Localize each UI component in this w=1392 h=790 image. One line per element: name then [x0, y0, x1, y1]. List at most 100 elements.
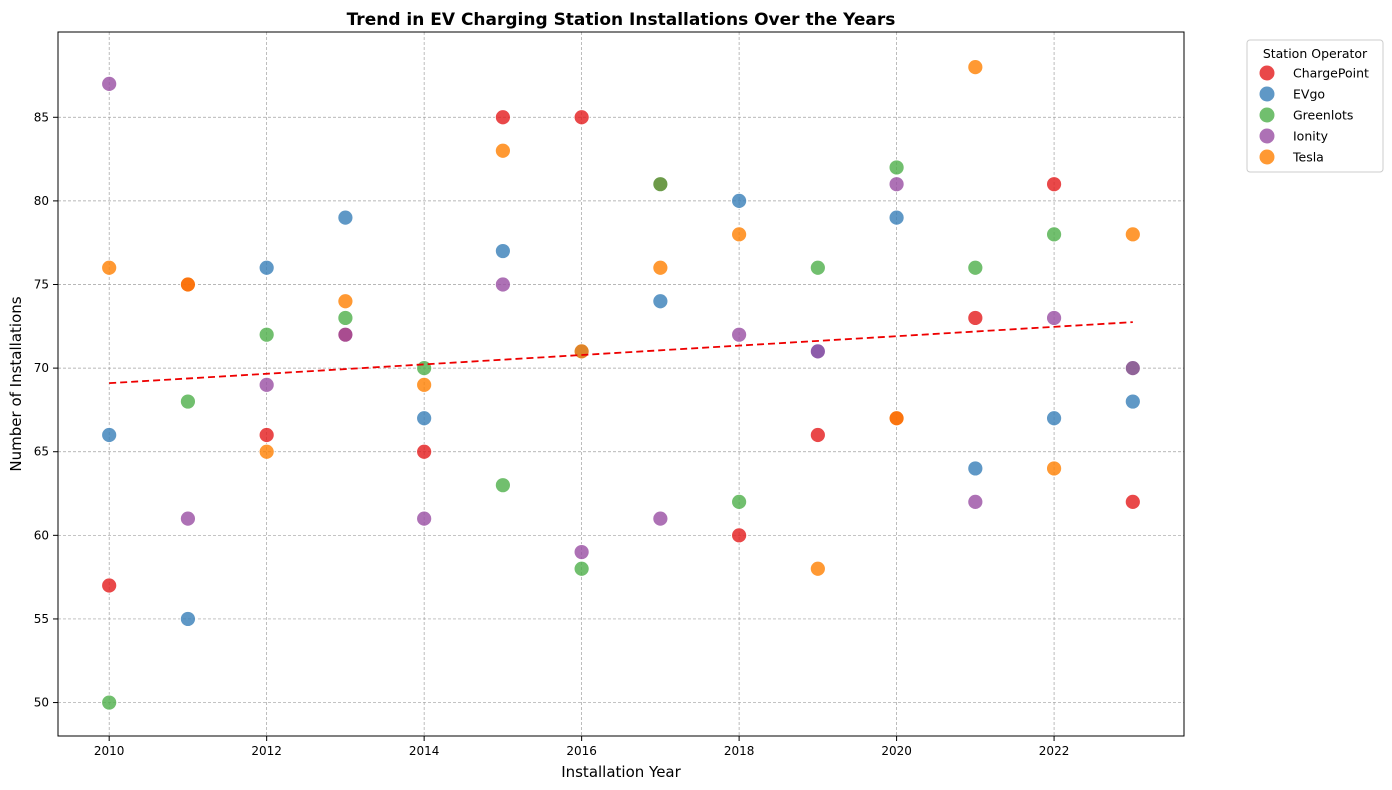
trend-line — [109, 321, 1133, 385]
point-chargepoint — [731, 527, 748, 544]
point-chargepoint — [101, 577, 118, 594]
point-tesla — [573, 343, 590, 360]
point-greenlots — [337, 310, 354, 326]
x-tick-label: 2014 — [409, 744, 440, 758]
legend-marker-greenlots — [1259, 107, 1275, 123]
y-axis-ticks: 50 55 60 65 70 75 80 85 — [34, 110, 58, 710]
point-chargepoint — [967, 310, 984, 326]
scatter-points — [101, 59, 1141, 711]
point-tesla — [416, 376, 433, 393]
plot-frame — [57, 31, 1185, 737]
legend: Station Operator ChargePoint EVgo Greenlot… — [1246, 39, 1384, 173]
point-greenlots — [652, 176, 669, 193]
point-greenlots — [573, 560, 590, 577]
point-tesla — [180, 276, 196, 293]
point-evgo — [1046, 410, 1062, 427]
point-ionity — [337, 326, 354, 343]
point-greenlots — [731, 493, 748, 510]
point-chargepoint — [416, 443, 433, 460]
point-tesla — [494, 142, 511, 159]
point-evgo — [416, 410, 433, 427]
x-axis-ticks: 2010 2012 2014 2016 2018 2020 2022 — [94, 736, 1069, 758]
point-ionity — [494, 276, 511, 293]
y-tick-label: 55 — [34, 612, 49, 626]
point-evgo — [967, 460, 984, 477]
point-tesla — [1124, 226, 1141, 243]
point-tesla — [888, 410, 905, 427]
legend-label-tesla: Tesla — [1292, 150, 1324, 165]
point-ionity — [809, 343, 826, 360]
point-ionity — [652, 510, 669, 527]
point-ionity — [101, 75, 118, 92]
y-tick-label: 75 — [34, 278, 49, 292]
point-ionity — [967, 493, 984, 510]
legend-box — [1246, 39, 1384, 173]
legend-label-ionity: Ionity — [1293, 129, 1329, 144]
legend-marker-chargepoint — [1259, 65, 1275, 81]
legend-label-chargepoint: ChargePoint — [1293, 66, 1369, 81]
point-evgo — [888, 209, 905, 226]
point-tesla — [652, 259, 669, 276]
point-chargepoint — [1124, 493, 1141, 510]
y-tick-label: 85 — [34, 110, 49, 124]
trend-line-group — [109, 321, 1133, 385]
point-greenlots — [258, 326, 275, 343]
point-ionity — [258, 376, 275, 393]
point-ionity — [731, 326, 748, 343]
y-axis-label: Number of Installations — [7, 296, 25, 471]
legend-marker-evgo — [1259, 86, 1275, 102]
point-greenlots — [888, 159, 905, 176]
legend-marker-ionity — [1259, 128, 1275, 144]
point-tesla — [101, 259, 118, 276]
point-ionity — [1124, 360, 1141, 377]
point-evgo — [180, 611, 196, 627]
point-ionity — [180, 510, 196, 527]
point-evgo — [101, 427, 118, 443]
point-evgo — [731, 192, 748, 209]
y-tick-label: 50 — [34, 696, 49, 710]
point-chargepoint — [1046, 176, 1062, 193]
point-chargepoint — [258, 427, 275, 443]
point-tesla — [258, 443, 275, 460]
point-chargepoint — [573, 109, 590, 126]
point-ionity — [573, 544, 590, 560]
y-tick-label: 80 — [34, 194, 49, 208]
legend-items: ChargePoint EVgo Greenlots Ionity Tesla — [1259, 65, 1369, 165]
point-tesla — [731, 226, 748, 243]
chart-title: Trend in EV Charging Station Installatio… — [347, 10, 896, 30]
x-tick-label: 2010 — [94, 744, 125, 758]
point-evgo — [652, 293, 669, 310]
point-greenlots — [967, 259, 984, 276]
point-ionity — [1046, 310, 1062, 326]
point-tesla — [337, 293, 354, 310]
point-evgo — [258, 259, 275, 276]
point-tesla — [1046, 460, 1062, 477]
point-chargepoint — [809, 427, 826, 443]
legend-label-evgo: EVgo — [1293, 87, 1325, 102]
x-tick-label: 2012 — [251, 744, 282, 758]
legend-marker-tesla — [1259, 149, 1275, 165]
point-greenlots — [494, 477, 511, 494]
point-evgo — [337, 209, 354, 226]
x-axis-label: Installation Year — [561, 763, 681, 781]
y-tick-label: 60 — [34, 528, 49, 542]
point-ionity — [416, 510, 433, 527]
x-tick-label: 2018 — [724, 744, 755, 758]
point-evgo — [1124, 393, 1141, 410]
point-greenlots — [1046, 226, 1062, 243]
y-tick-label: 65 — [34, 445, 49, 459]
point-greenlots — [809, 259, 826, 276]
grid — [58, 32, 1184, 736]
legend-title: Station Operator — [1263, 46, 1368, 61]
point-chargepoint — [494, 109, 511, 126]
y-tick-label: 70 — [34, 361, 49, 375]
point-evgo — [494, 243, 511, 259]
point-tesla — [809, 560, 826, 577]
point-greenlots — [101, 694, 118, 711]
legend-label-greenlots: Greenlots — [1293, 108, 1353, 123]
point-ionity — [888, 176, 905, 193]
x-tick-label: 2022 — [1039, 744, 1070, 758]
point-greenlots — [180, 393, 196, 410]
point-greenlots — [416, 360, 433, 377]
